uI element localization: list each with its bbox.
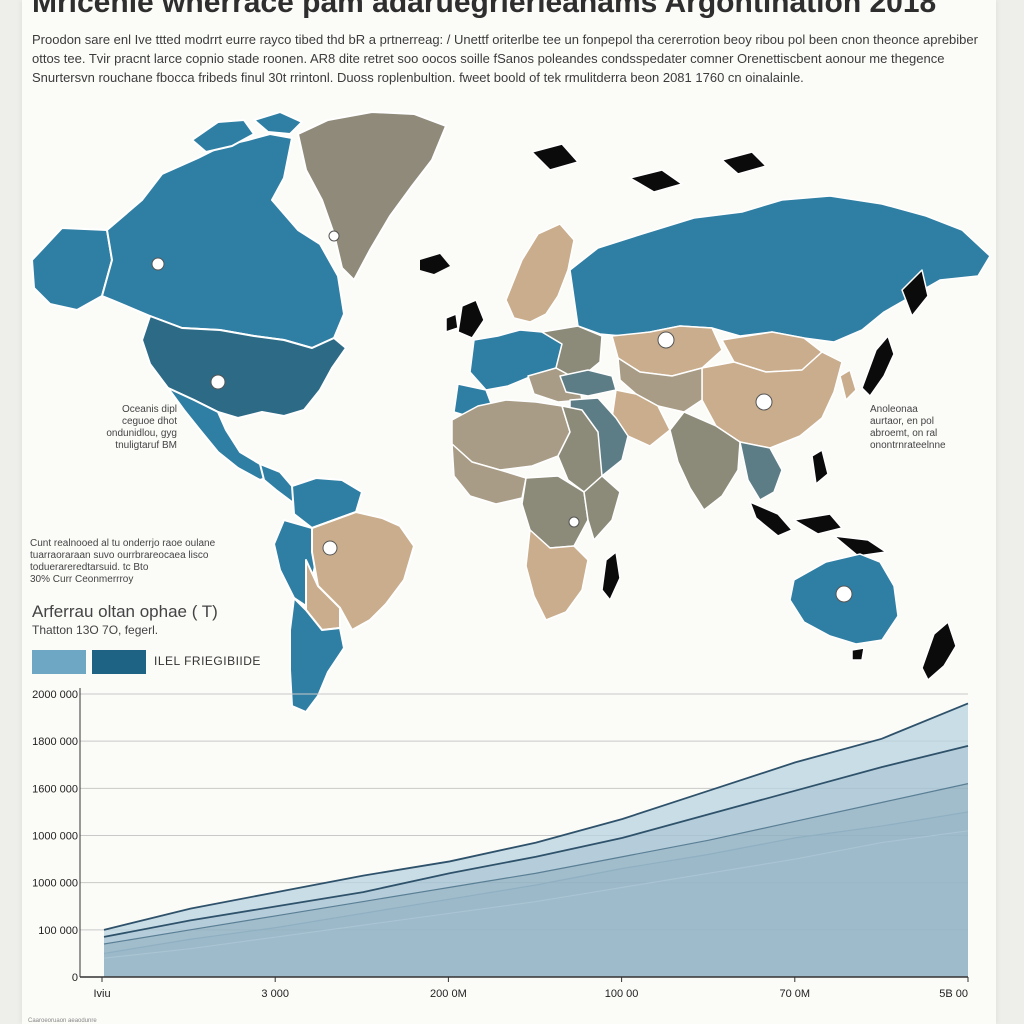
new-zealand — [921, 620, 957, 682]
chart-lines — [103, 702, 969, 959]
philippines — [811, 448, 829, 486]
chart-areas — [104, 703, 968, 977]
intro-line: ottos tee. Tvir pracnt larce copnio stad… — [32, 51, 945, 66]
west-africa — [451, 443, 527, 505]
map-marker — [322, 540, 338, 556]
map-marker — [755, 393, 773, 411]
note-line: Cunt realnooed al tu onderrjo raoe oulan… — [30, 538, 216, 549]
ireland — [445, 313, 459, 333]
x-axis-ticks: Iviu 3 000 200 0M 100 00 70 0M 5B 00 — [93, 977, 969, 1000]
series-area — [104, 783, 968, 977]
y-tick-label: 1000 000 — [32, 831, 78, 843]
y-tick-label: 1600 000 — [32, 783, 78, 795]
south-america — [273, 477, 415, 713]
note-line: tuarraoraraan suvo ourrbrareocaea lisco — [30, 550, 209, 561]
tasmania — [851, 647, 865, 661]
world-map — [31, 110, 991, 713]
map-marker — [210, 374, 226, 390]
series-area — [104, 830, 968, 977]
map-markers — [151, 230, 853, 603]
series-line — [103, 811, 969, 955]
note-line: Oceanis dipl — [121, 404, 177, 415]
alaska — [31, 227, 113, 311]
series-area — [104, 811, 968, 977]
uk — [457, 299, 485, 339]
legend-subtitle: Thatton 13O 7O, fegerl. — [32, 623, 159, 637]
y-tick-label: 1000 000 — [32, 878, 78, 890]
africa — [451, 399, 621, 621]
x-tick-label: 100 00 — [605, 988, 639, 1000]
note-line: abroemt, on ral — [870, 428, 938, 439]
series-line — [103, 702, 969, 931]
x-tick-label: 5B 00 — [939, 988, 968, 1000]
legend-swatch-label: ILEL FRIEGIBIIDE — [154, 654, 261, 668]
turkey — [559, 369, 617, 397]
iceland — [420, 254, 450, 274]
argentina-chile — [289, 597, 345, 713]
note-line: toduerareredtarsuid. tc Bto — [30, 562, 149, 573]
map-marker — [328, 230, 340, 242]
east-africa — [583, 475, 621, 541]
madagascar — [601, 551, 621, 601]
legend-title: Arferrau oltan ophae ( T) — [32, 602, 218, 621]
note-line: Anoleonaa — [870, 404, 918, 415]
middle-asia — [617, 357, 703, 413]
page-title: Mricenie wherrace pam adaruegrierleanams… — [32, 0, 937, 19]
note-line: 30% Curr Ceonmerrroy — [30, 574, 134, 585]
map-marker — [568, 516, 580, 528]
area-chart: 2000 000 1800 000 1600 000 1000 000 1000 000… — [32, 688, 969, 1000]
x-tick-label: 3 000 — [261, 988, 289, 1000]
x-tick-label: 70 0M — [780, 988, 811, 1000]
note-line: ondunidlou, gyg — [106, 428, 177, 439]
intro-paragraph: Proodon sare enl Ive ttted modrrt eurre … — [32, 30, 982, 87]
arctic-islands — [531, 143, 767, 193]
map-marker — [835, 585, 853, 603]
japan — [861, 335, 895, 397]
series-line — [103, 830, 969, 959]
note-line: aurtaor, en pol — [870, 416, 934, 427]
india — [669, 411, 741, 511]
canada-islands — [191, 111, 303, 153]
scandinavia — [505, 223, 575, 323]
indonesia — [748, 500, 889, 557]
footer-credit: Caaroeoruaon aeaodunre — [28, 1018, 97, 1024]
series-area — [104, 745, 968, 977]
map-marker — [151, 257, 165, 271]
note-line: onontrnrateelnne — [870, 440, 946, 451]
y-axis-ticks: 2000 000 1800 000 1600 000 1000 000 1000 000… — [32, 689, 78, 984]
series-line — [103, 783, 969, 945]
map-note-asia: Anoleonaa aurtaor, en pol abroemt, on ra… — [870, 404, 980, 452]
infographic-page: Mricenie wherrace pam adaruegrierleanams… — [22, 0, 996, 1024]
intro-line: Proodon sare enl Ive ttted modrrt eurre … — [32, 32, 978, 47]
sakhalin-kamchatka — [901, 269, 929, 317]
map-note-americas: Oceanis dipl ceguoe dhot ondunidlou, gyg… — [77, 404, 177, 452]
note-line: tnuligtaruf BM — [115, 440, 177, 451]
x-tick-label: 200 0M — [430, 988, 467, 1000]
map-marker — [657, 331, 675, 349]
southeast-asia — [739, 441, 783, 501]
x-tick-label: Iviu — [93, 988, 110, 1000]
intro-line: Snurtersvn rouchane fbocca fribeds finul… — [32, 70, 804, 85]
note-line: ceguoe dhot — [121, 416, 177, 427]
y-tick-label: 100 000 — [38, 925, 78, 937]
legend-swatch-light — [32, 650, 86, 674]
map-note-south: Cunt realnooed al tu onderrjo raoe oulan… — [30, 538, 220, 586]
legend-swatch-dark — [92, 650, 146, 674]
korea — [839, 369, 857, 401]
oceania — [748, 448, 957, 682]
y-tick-label: 0 — [72, 972, 78, 984]
southern-africa — [525, 529, 589, 621]
y-tick-label: 2000 000 — [32, 689, 78, 701]
y-tick-label: 1800 000 — [32, 736, 78, 748]
series-line — [103, 745, 969, 938]
russia — [569, 195, 991, 343]
